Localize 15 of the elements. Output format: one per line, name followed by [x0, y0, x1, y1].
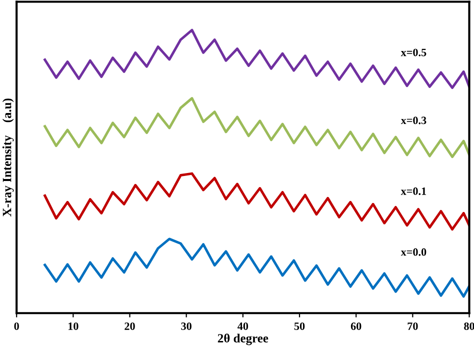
- series-label: x=0.1: [400, 187, 426, 195]
- x-tick-label: 10: [68, 322, 78, 330]
- x-tick-label: 50: [294, 322, 305, 330]
- series-label: x=0.0: [400, 248, 426, 256]
- y-axis-title: X-ray Intensity (a.u): [2, 98, 14, 217]
- x-tick-label: 70: [408, 322, 418, 330]
- x-tick-label: 80: [464, 322, 474, 330]
- x-tick-label: 60: [350, 322, 362, 330]
- series-label: x=0.3: [400, 116, 426, 124]
- x-tick-label: 0: [14, 322, 19, 330]
- series-label: x=0.5: [400, 48, 426, 56]
- x-tick-label: 20: [124, 322, 135, 330]
- x-axis-title: 2θ degree: [218, 334, 268, 346]
- x-tick-label: 30: [181, 322, 192, 330]
- x-tick-label: 40: [238, 322, 248, 330]
